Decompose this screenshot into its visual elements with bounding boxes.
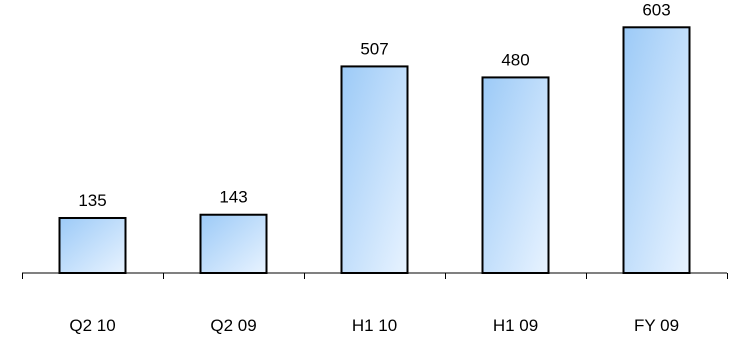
category-labels-layer: Q2 10 Q2 09 H1 10 H1 09 FY 09 (69, 316, 679, 335)
bar-h1-10 (340, 65, 409, 275)
bar-h1-09 (481, 76, 550, 274)
x-tick-label: Q2 10 (69, 316, 115, 335)
bar-value-label: 507 (360, 39, 388, 58)
bar-value-label: 135 (78, 191, 106, 210)
bar-fy-09 (622, 26, 691, 274)
bar-q2-09 (199, 213, 268, 274)
bar-value-label: 480 (501, 50, 529, 69)
bars-layer (58, 26, 691, 275)
bar-value-label: 143 (219, 188, 247, 207)
x-tick-label: H1 10 (352, 316, 397, 335)
x-axis (22, 272, 728, 279)
x-tick-label: FY 09 (634, 316, 679, 335)
bar-value-label: 603 (642, 0, 670, 19)
bar-q2-10 (58, 216, 127, 274)
x-tick-label: H1 09 (493, 316, 538, 335)
value-labels-layer: 135 143 507 480 603 (78, 0, 670, 210)
x-tick-label: Q2 09 (210, 316, 256, 335)
